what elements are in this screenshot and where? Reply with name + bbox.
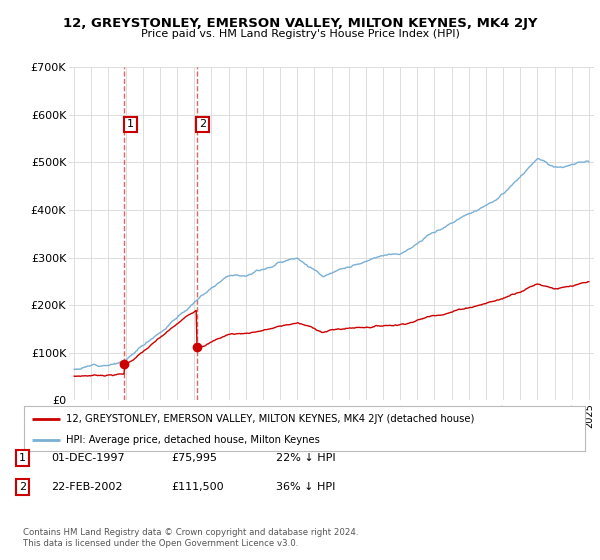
- Text: Contains HM Land Registry data © Crown copyright and database right 2024.
This d: Contains HM Land Registry data © Crown c…: [23, 528, 358, 548]
- Text: 12, GREYSTONLEY, EMERSON VALLEY, MILTON KEYNES, MK4 2JY: 12, GREYSTONLEY, EMERSON VALLEY, MILTON …: [63, 17, 537, 30]
- Text: 22% ↓ HPI: 22% ↓ HPI: [276, 453, 335, 463]
- Text: 1: 1: [127, 119, 134, 129]
- Text: HPI: Average price, detached house, Milton Keynes: HPI: Average price, detached house, Milt…: [66, 435, 320, 445]
- Text: 2: 2: [19, 482, 26, 492]
- Text: 01-DEC-1997: 01-DEC-1997: [51, 453, 125, 463]
- Text: Price paid vs. HM Land Registry's House Price Index (HPI): Price paid vs. HM Land Registry's House …: [140, 29, 460, 39]
- Text: 36% ↓ HPI: 36% ↓ HPI: [276, 482, 335, 492]
- Text: 1: 1: [19, 453, 26, 463]
- Text: 12, GREYSTONLEY, EMERSON VALLEY, MILTON KEYNES, MK4 2JY (detached house): 12, GREYSTONLEY, EMERSON VALLEY, MILTON …: [66, 413, 475, 423]
- Text: £111,500: £111,500: [171, 482, 224, 492]
- Text: 22-FEB-2002: 22-FEB-2002: [51, 482, 122, 492]
- Text: 2: 2: [199, 119, 206, 129]
- Text: £75,995: £75,995: [171, 453, 217, 463]
